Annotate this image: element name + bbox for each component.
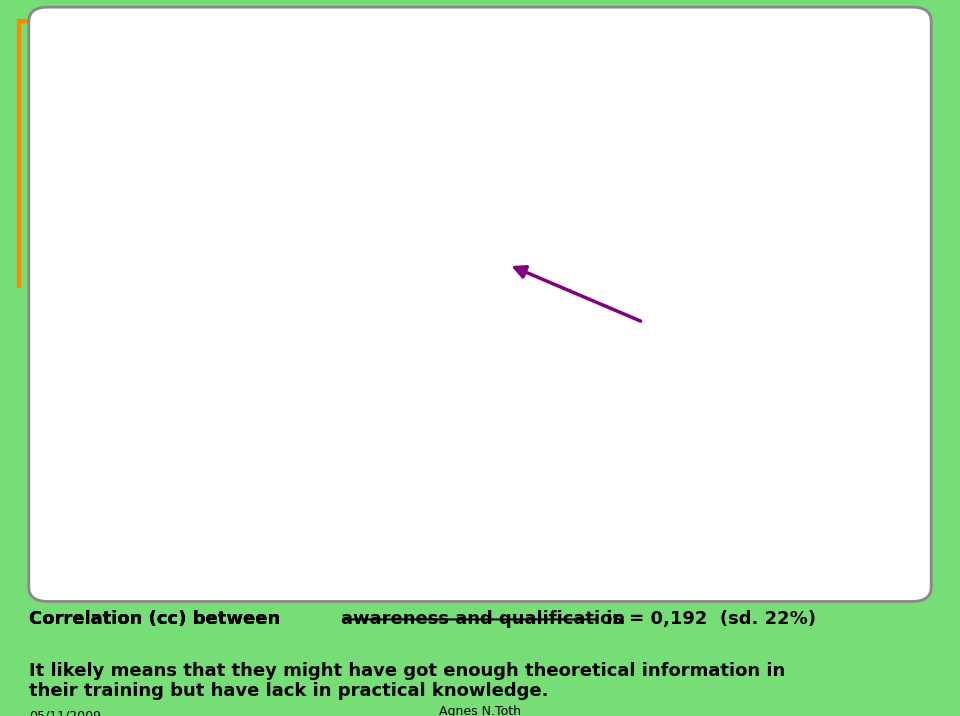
Text: read professional
journals: read professional journals [634,391,741,419]
Text: declared as informed
in SEN: declared as informed in SEN [634,129,766,157]
Text: Correlation (cc) between: Correlation (cc) between [29,610,286,628]
Text: Correlation (cc) between: Correlation (cc) between [29,610,286,628]
Text: awareness and qualification: awareness and qualification [341,610,625,628]
Bar [429,115,468,256]
Text: is = 0,192  (sd. 22%): is = 0,192 (sd. 22%) [600,610,816,628]
FancyBboxPatch shape [595,86,912,516]
Bar [602,468,620,494]
Text: their knowledge
came from their
colleagues: their knowledge came from their colleagu… [634,301,734,344]
Text: Agnes N.Toth
University of West Hungary, Szombathely: Agnes N.Toth University of West Hungary,… [349,705,611,716]
Text: 52%: 52% [470,315,514,333]
Text: would undertake to
do a course: would undertake to do a course [634,468,755,496]
Bar [429,393,468,530]
Circle shape [233,151,387,305]
Bar [602,211,620,236]
Text: 05/11/2009: 05/11/2009 [29,709,101,716]
Wedge shape [121,148,391,468]
Text: 62%: 62% [93,282,143,302]
Text: declared as
unimformed in SEN: declared as unimformed in SEN [634,211,755,238]
Bar [588,279,919,365]
Wedge shape [70,148,230,425]
Bar [429,256,468,393]
Text: 50%: 50% [470,453,514,470]
Bar [602,301,620,326]
Text: It likely means that they might have got enough theoretical information in
their: It likely means that they might have got… [29,662,785,700]
Text: 38%: 38% [294,322,344,342]
Bar [602,391,620,417]
Text: Teachers' awareness of SEN (N= 170): Teachers' awareness of SEN (N= 170) [241,74,709,94]
Text: Correlation (cc) between: Correlation (cc) between [29,610,286,628]
Bar [602,129,620,155]
Text: 69%: 69% [470,176,514,194]
